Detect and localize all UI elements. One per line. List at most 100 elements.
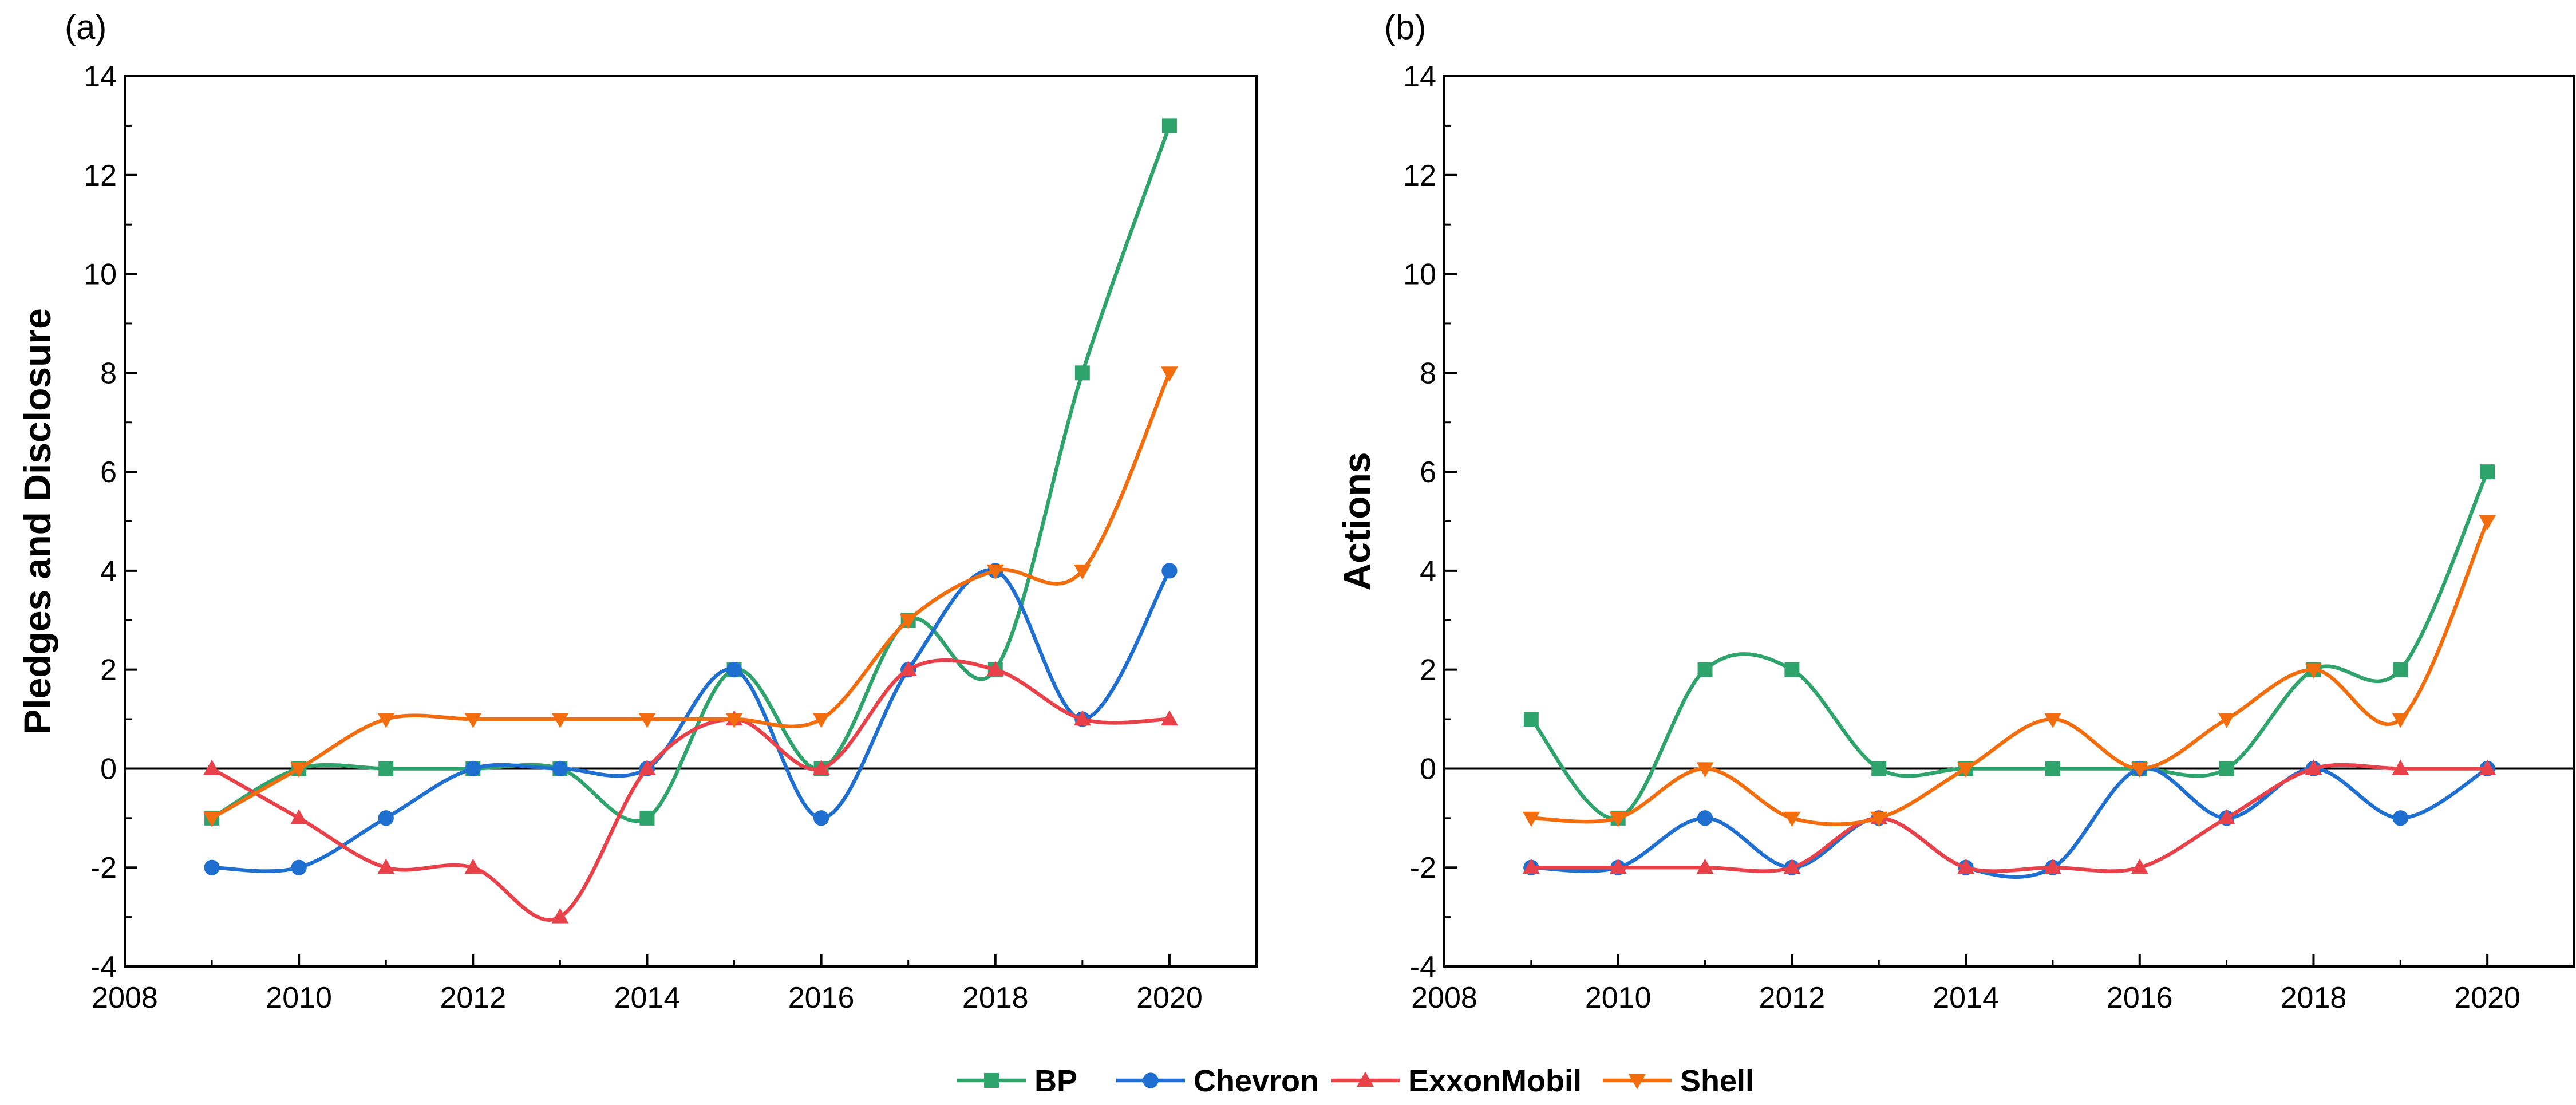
series-line	[210, 124, 1172, 823]
data-point	[1160, 366, 1178, 382]
series-line	[1529, 519, 2490, 826]
data-point	[899, 661, 917, 676]
data-point	[1523, 712, 1539, 727]
x-tick-label: 2018	[2281, 981, 2347, 1015]
x-tick-label: 2018	[962, 981, 1029, 1015]
panel-label: (a)	[65, 8, 106, 46]
series-exxonmobil	[1522, 759, 2496, 874]
data-point	[464, 858, 482, 874]
data-point	[552, 760, 568, 777]
data-point	[1783, 811, 1801, 827]
x-tick-label: 2020	[1136, 981, 1203, 1015]
data-point	[551, 713, 569, 728]
data-point	[203, 811, 221, 827]
data-point	[812, 759, 830, 775]
x-tick-label: 2016	[788, 981, 855, 1015]
data-point	[1522, 811, 1540, 827]
data-point	[291, 859, 307, 875]
data-point	[1783, 858, 1801, 874]
x-tick-label: 2016	[2107, 981, 2173, 1015]
x-tick-label: 2010	[1585, 981, 1652, 1015]
y-tick-label: 2	[100, 654, 117, 687]
legend-marker	[1143, 1072, 1159, 1088]
y-tick-label: -2	[1410, 851, 1436, 885]
y-axis-label: Actions	[1336, 452, 1378, 590]
x-tick-label: 2012	[1759, 981, 1826, 1015]
legend-item-shell: Shell	[1603, 1064, 1754, 1098]
data-point	[2218, 809, 2235, 824]
x-tick-label: 2020	[2454, 981, 2520, 1015]
series-line	[210, 568, 1172, 873]
data-point	[2393, 662, 2408, 677]
legend-marker	[984, 1073, 999, 1088]
y-tick-label: 12	[84, 159, 117, 192]
legend-label: ExxonMobil	[1408, 1064, 1582, 1098]
series-shell	[203, 366, 1178, 827]
y-tick-label: -4	[90, 950, 117, 984]
data-point	[290, 762, 308, 778]
data-point	[378, 810, 394, 826]
legend-marker	[1629, 1074, 1646, 1090]
chart-panel-b: (b) Actions -4 -2 0 2 4 6 8 10 12 14 2008 2010 2012 201…	[1336, 8, 2575, 1015]
data-point	[1957, 858, 1975, 874]
y-tick-label: 14	[84, 60, 117, 93]
data-point	[551, 908, 569, 924]
data-point	[377, 858, 395, 874]
data-point	[2479, 759, 2496, 775]
series-line	[210, 371, 1172, 820]
data-point	[1696, 858, 1714, 874]
data-point	[378, 761, 394, 776]
data-point	[2392, 713, 2409, 728]
data-point	[1957, 762, 1975, 778]
data-point	[2305, 759, 2322, 775]
plot-frame	[124, 75, 1258, 968]
data-point	[899, 614, 917, 629]
data-point	[1784, 662, 1800, 677]
data-point	[2131, 858, 2148, 874]
data-point	[2392, 810, 2408, 826]
data-point	[2044, 858, 2061, 874]
data-point	[639, 810, 655, 826]
plot-frame	[1443, 75, 2575, 968]
y-tick-label: 10	[84, 258, 117, 291]
y-tick-label: 2	[1420, 654, 1436, 687]
x-tick-label: 2010	[266, 981, 332, 1015]
legend-marker	[1357, 1071, 1374, 1087]
series-line	[1529, 763, 2490, 873]
legend-item-bp: BP	[957, 1064, 1077, 1098]
x-tick-label: 2008	[92, 981, 158, 1015]
data-point	[1160, 710, 1178, 726]
legend-item-exxonmobil: ExxonMobil	[1331, 1064, 1582, 1098]
y-axis-label: Pledges and Disclosure	[16, 308, 58, 735]
data-point	[204, 859, 220, 875]
series-shell	[1522, 515, 2496, 827]
data-point	[2480, 464, 2495, 480]
data-point	[2392, 759, 2409, 775]
x-tick-label: 2008	[1411, 981, 1477, 1015]
data-point	[1870, 811, 1888, 827]
data-point	[377, 713, 395, 728]
series-exxonmobil	[203, 658, 1178, 924]
data-point	[725, 713, 743, 728]
panel-label: (b)	[1384, 8, 1426, 46]
y-tick-label: 10	[1403, 258, 1436, 291]
series-bp	[1523, 464, 2495, 826]
data-point	[2044, 713, 2061, 728]
series-line	[1529, 469, 2490, 820]
data-point	[812, 713, 830, 728]
data-point	[813, 810, 829, 826]
x-tick-label: 2014	[1933, 981, 1999, 1015]
data-point	[1161, 563, 1178, 579]
data-point	[290, 809, 308, 824]
data-point	[638, 759, 656, 775]
y-tick-label: 6	[1420, 456, 1436, 489]
y-tick-label: 0	[1420, 752, 1436, 786]
data-point	[2219, 761, 2234, 776]
data-point	[1074, 365, 1090, 381]
data-point	[1609, 858, 1627, 874]
series-chevron	[1523, 760, 2495, 879]
y-tick-label: -4	[1410, 950, 1436, 984]
data-point	[203, 759, 221, 775]
data-point	[986, 661, 1004, 676]
